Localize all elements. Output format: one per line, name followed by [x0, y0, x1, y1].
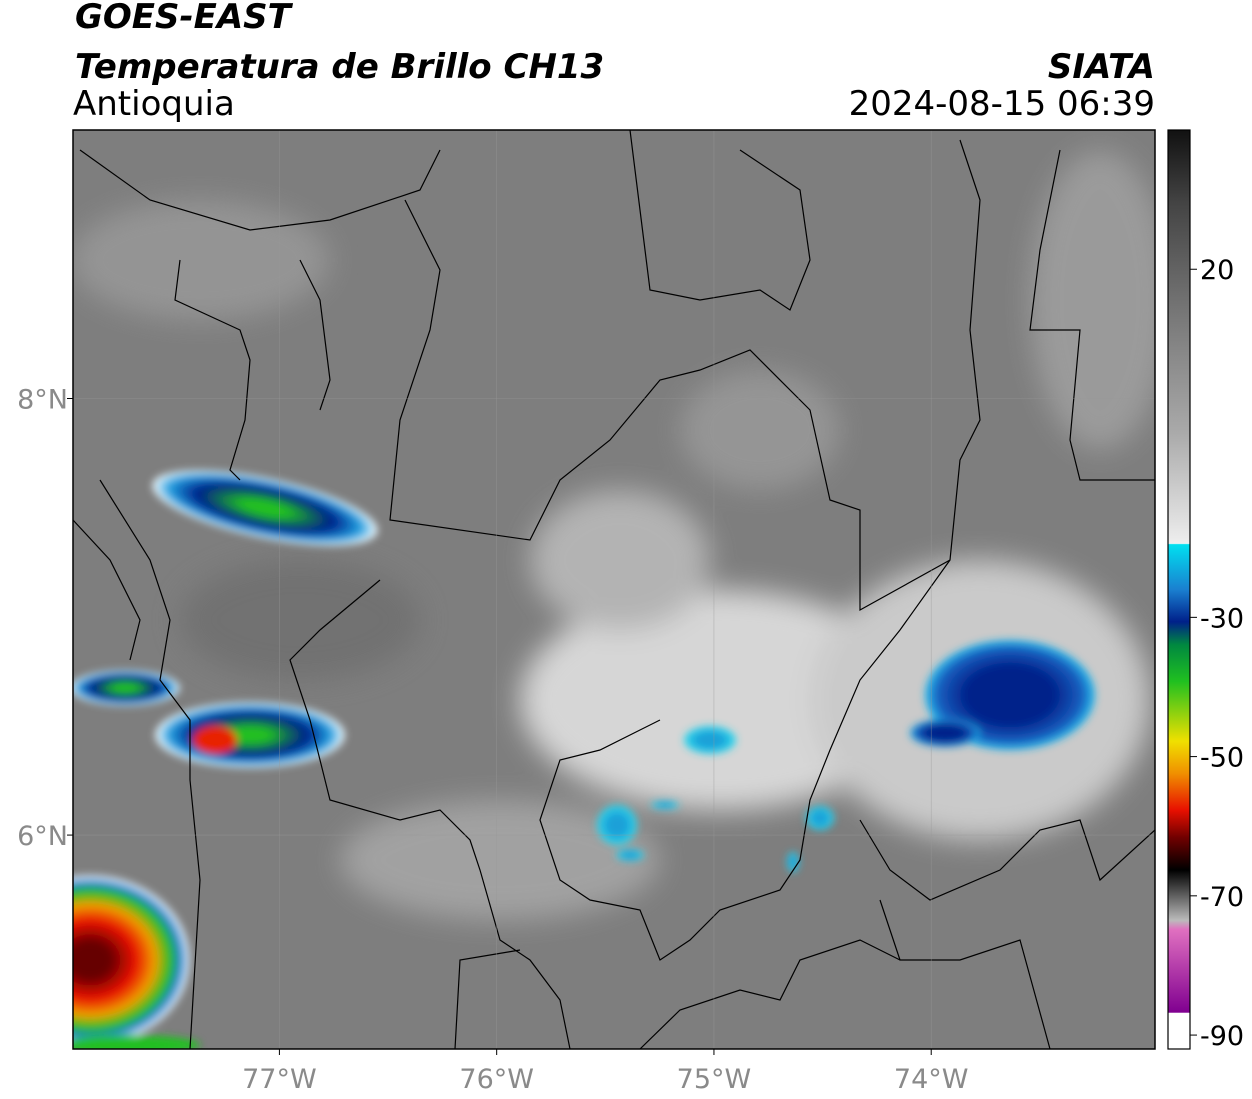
colorbar-tick-label: -30 — [1200, 603, 1244, 634]
x-tick-label: 76°W — [459, 1064, 534, 1095]
graticule — [73, 130, 1155, 1049]
datetime: 2024-08-15 06:39 — [849, 84, 1155, 124]
x-tick-label: 74°W — [894, 1064, 969, 1095]
colorbar-tick-label: 20 — [1200, 255, 1234, 286]
borders — [73, 130, 1155, 1049]
colorbar-tick-label: -70 — [1200, 882, 1244, 913]
source: SIATA — [1048, 47, 1155, 87]
y-tick-label: 6°N — [17, 821, 68, 852]
map-frame — [72, 129, 1156, 1050]
region: Antioquia — [73, 84, 235, 124]
x-tick-label: 77°W — [242, 1064, 317, 1095]
subtitle: Temperatura de Brillo CH13 — [75, 47, 604, 87]
x-tick-label: 75°W — [677, 1064, 752, 1095]
y-tick-label: 8°N — [17, 384, 68, 415]
satellite-image — [73, 130, 1155, 1049]
colorbar — [1167, 129, 1191, 1050]
colorbar-tick-label: -90 — [1200, 1021, 1244, 1052]
colorbar-tick-label: -50 — [1200, 743, 1244, 774]
title: GOES-EAST — [75, 0, 294, 37]
